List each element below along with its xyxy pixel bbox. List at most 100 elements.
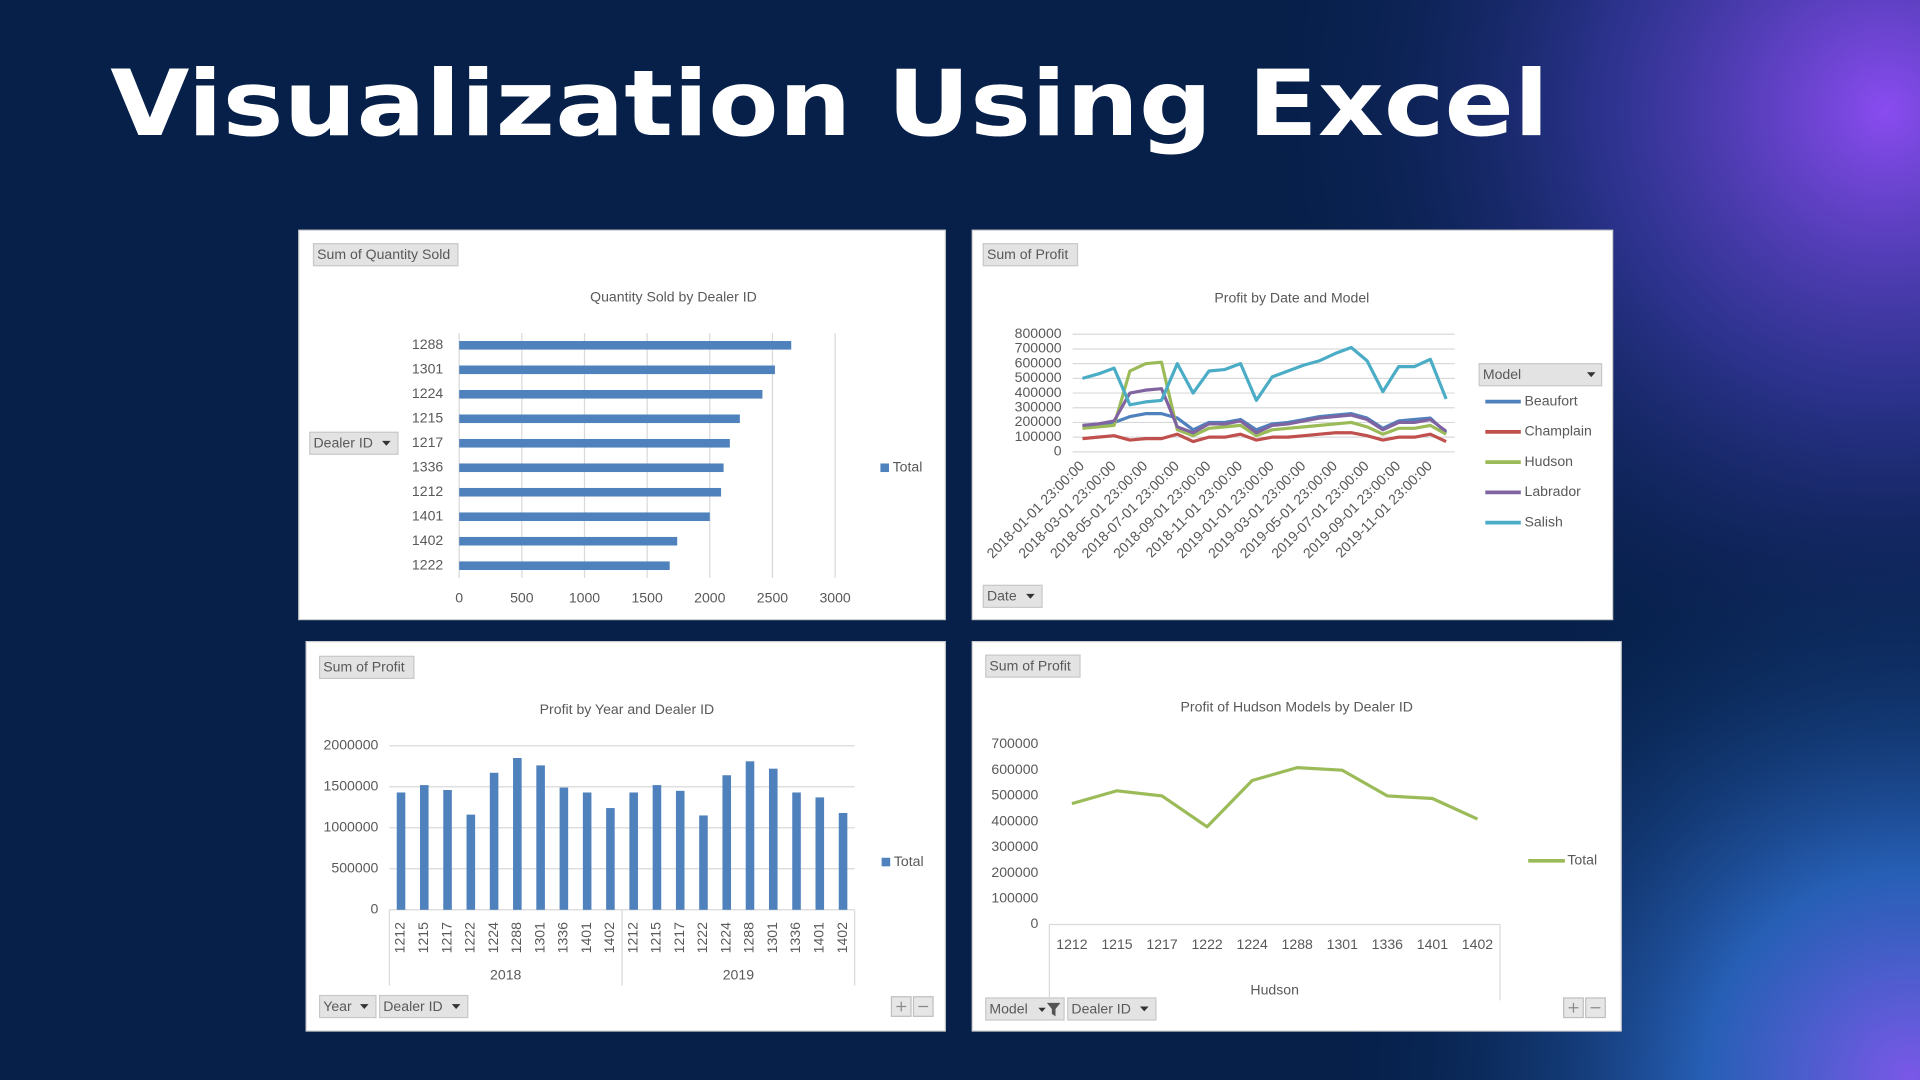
x-tick-label: 1215 (1101, 936, 1132, 952)
field-button[interactable] (982, 584, 1043, 608)
x-tick-label: 1301 (531, 922, 547, 953)
legend-label: Total (1567, 852, 1597, 868)
x-tick-label: 1288 (1282, 936, 1313, 952)
legend-swatch (881, 857, 891, 867)
bar (420, 785, 429, 910)
y-tick-label: 300000 (1015, 398, 1062, 414)
y-tick-label: 1401 (412, 507, 443, 523)
field-button[interactable] (378, 994, 469, 1019)
dropdown-arrow (1038, 1007, 1046, 1013)
x-tick-label: 1217 (1146, 936, 1177, 952)
y-tick-label: 2000000 (324, 736, 379, 752)
field-button[interactable] (318, 655, 415, 679)
bar (745, 761, 755, 910)
x-tick-label: 1336 (1372, 936, 1403, 952)
bar (489, 772, 499, 910)
x-tick-label: 1402 (1462, 936, 1493, 952)
y-tick-label: 100000 (1015, 428, 1062, 444)
legend-label: Total (893, 458, 923, 474)
field-button[interactable] (985, 654, 1081, 678)
group-label: 2019 (723, 967, 754, 983)
chart-panel (298, 229, 946, 621)
y-tick-label: 500000 (991, 787, 1038, 803)
field-button[interactable] (985, 997, 1065, 1021)
y-tick-label: 1215 (412, 409, 443, 425)
x-tick-label: 1402 (834, 922, 850, 953)
bar (459, 438, 730, 448)
line-series (1082, 431, 1447, 444)
bar (459, 512, 710, 522)
y-tick-label: 1212 (412, 483, 443, 499)
y-tick-label: 1224 (412, 385, 443, 401)
chart-title: Quantity Sold by Dealer ID (590, 288, 757, 304)
y-tick-label: 0 (371, 901, 379, 917)
x-tick-label: 1215 (415, 922, 431, 953)
x-tick-label: 1224 (485, 922, 501, 953)
field-button-label: Dealer ID (383, 998, 442, 1014)
x-tick-label: 1224 (717, 922, 733, 953)
bar (459, 463, 724, 473)
x-tick-label: 1402 (601, 922, 617, 953)
y-tick-label: 400000 (991, 812, 1038, 828)
dropdown-arrow (1026, 593, 1035, 599)
y-tick-label: 1336 (412, 458, 443, 474)
dropdown-arrow (1586, 372, 1596, 378)
legend-label: Labrador (1524, 483, 1581, 499)
legend-label: Hudson (1524, 453, 1573, 469)
x-tick-label: 1222 (1191, 936, 1222, 952)
chart-title: Profit by Year and Dealer ID (540, 701, 715, 717)
field-button-label: Year (323, 998, 352, 1014)
x-tick-label: 1288 (508, 922, 524, 953)
icon (1568, 1002, 1601, 1013)
y-tick-label: 1217 (412, 434, 443, 450)
legend-label: Champlain (1524, 423, 1591, 439)
bar (768, 768, 778, 910)
x-tick-label: 1401 (811, 922, 827, 953)
y-tick-label: 1000000 (324, 818, 379, 834)
y-tick-label: 400000 (1015, 384, 1062, 400)
y-tick-label: 700000 (1015, 340, 1062, 356)
legend-swatch (880, 463, 889, 473)
field-button-label: Dealer ID (313, 435, 372, 451)
x-tick-label: 1217 (438, 922, 454, 953)
x-tick-label: 1301 (1327, 936, 1358, 952)
y-tick-label: 1402 (412, 532, 443, 548)
field-button-label: Sum of Profit (987, 246, 1068, 262)
y-tick-label: 200000 (1015, 413, 1062, 429)
field-button-label: Dealer ID (1071, 1000, 1130, 1016)
x-tick-label: 1224 (1236, 936, 1267, 952)
y-tick-label: 0 (1054, 443, 1062, 459)
y-tick-label: 0 (1031, 915, 1039, 931)
field-button[interactable] (982, 243, 1079, 267)
x-tick-label: 0 (455, 589, 463, 605)
bar (536, 765, 545, 910)
bar (459, 487, 722, 497)
x-tick-label: 1222 (462, 922, 478, 953)
x-tick-label: 1215 (648, 922, 664, 953)
field-button[interactable] (318, 994, 377, 1019)
x-tick-label: 1212 (392, 922, 408, 953)
field-button[interactable] (1067, 997, 1157, 1021)
bar (513, 758, 522, 910)
chart-title: Profit of Hudson Models by Dealer ID (1181, 698, 1413, 714)
chart-panel (971, 641, 1622, 1032)
dropdown-arrow (451, 1004, 461, 1009)
field-button-label: Sum of Profit (989, 657, 1070, 673)
x-tick-label: 1217 (671, 922, 687, 953)
field-button[interactable] (312, 243, 459, 267)
x-tick-label: 1288 (741, 922, 757, 953)
bar (559, 787, 569, 910)
icon (896, 1001, 929, 1012)
filter-icon (1046, 1002, 1061, 1017)
y-tick-label: 800000 (1015, 325, 1062, 341)
bar (652, 785, 662, 910)
bar (582, 792, 592, 910)
slide-title: Visualization Using Excel (110, 52, 1549, 157)
x-tick-label: 3000 (819, 589, 850, 605)
x-tick-label: 1000 (569, 589, 600, 605)
expand-buttons (890, 996, 1606, 1019)
legend-title-button[interactable] (1478, 363, 1603, 387)
field-button[interactable] (309, 431, 399, 455)
